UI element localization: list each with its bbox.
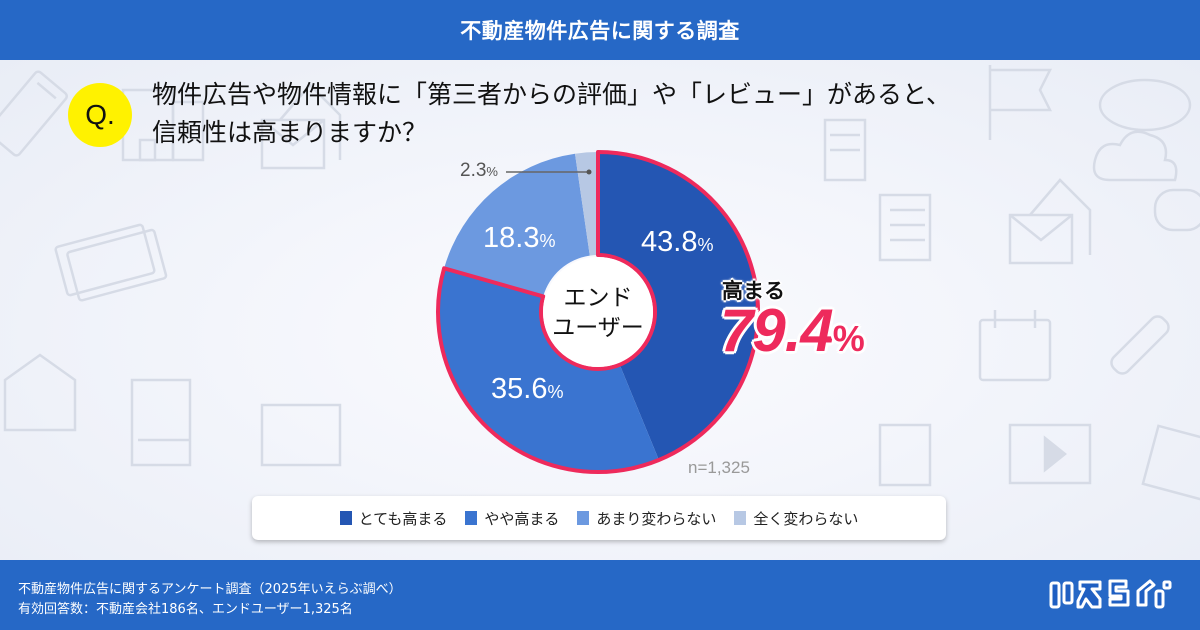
legend-swatch [339, 511, 352, 525]
legend-item-not-much: あまり変わらない [577, 508, 716, 529]
header-bar: 不動産物件広告に関する調査 [0, 0, 1200, 60]
label-not-at-all: 2.3% [460, 160, 498, 181]
legend-label: とても高まる [358, 509, 448, 528]
legend-item-not-at-all: 全く変わらない [734, 508, 858, 529]
video-icon [1008, 423, 1092, 485]
label-not-much: 18.3% [483, 222, 556, 254]
segment-very-much [598, 151, 759, 461]
tag-icon [3, 353, 77, 432]
legend-item-somewhat: やや高まる [465, 508, 559, 529]
question-badge: Q. [68, 83, 132, 147]
label-very-much: 43.8% [641, 226, 714, 258]
segment-not-much [444, 153, 590, 297]
legend-swatch [734, 511, 747, 525]
center-label-line-2: ユーザー [552, 315, 644, 341]
mail-icon [1008, 178, 1092, 265]
legend-swatch [577, 511, 590, 525]
footer-bar: 不動産物件広告に関するアンケート調査（2025年いえらぶ調べ） 有効回答数：不動… [0, 560, 1200, 630]
highlight-outline [436, 150, 761, 474]
pencil-icon [1110, 315, 1170, 375]
footer-respondents: 有効回答数：不動産会社186名、エンドユーザー1,325名 [18, 602, 353, 617]
question-text: 物件広告や物件情報に「第三者からの評価」や「レビュー」があると、 信頼性は高まり… [152, 76, 951, 152]
ierabu-logo [1049, 579, 1172, 609]
label-somewhat: 35.6% [491, 373, 564, 405]
donut-chart: 43.8% 35.6% 18.3% 2.3% エンド ユーザー 高まる 79.4… [436, 150, 865, 477]
legend-swatch [465, 511, 478, 525]
highlight-value: 79.4% [720, 297, 865, 364]
question-line-1: 物件広告や物件情報に「第三者からの評価」や「レビュー」があると、 [152, 80, 952, 109]
clipboard-icon [260, 403, 342, 467]
highlight-title: 高まる [722, 279, 785, 303]
paper-icon [1141, 424, 1200, 501]
legend-label: 全く変わらない [753, 509, 859, 528]
ledger-icon [878, 193, 932, 262]
page-title: 不動産物件広告に関する調査 [460, 19, 740, 43]
ruler-icon [0, 70, 68, 157]
chat-icon [1153, 188, 1200, 232]
cloud-icon [1092, 78, 1192, 182]
footer-survey-info: 不動産物件広告に関するアンケート調査（2025年いえらぶ調べ） [18, 582, 402, 597]
notebook-icon [823, 118, 867, 182]
envelope-icon [260, 83, 342, 170]
calendar-icon [978, 310, 1052, 382]
sample-size: n=1,325 [688, 458, 750, 477]
legend-label: あまり変わらない [596, 509, 717, 528]
center-label-line-1: エンド [563, 285, 633, 311]
segment-somewhat [438, 268, 659, 473]
question-line-2: 信頼性は高まりますか？ [152, 118, 428, 147]
document-icon [130, 378, 192, 467]
flag-icon [988, 65, 1053, 140]
segment-not-at-all [575, 152, 598, 256]
chart-legend: とても高まる やや高まる あまり変わらない 全く変わらない [252, 496, 946, 540]
chart-center-label: エンド ユーザー [541, 283, 655, 343]
ticket-icon [54, 223, 168, 302]
legend-label: やや高まる [484, 509, 560, 528]
book-icon [878, 423, 932, 487]
legend-item-very-much: とても高まる [339, 508, 448, 529]
